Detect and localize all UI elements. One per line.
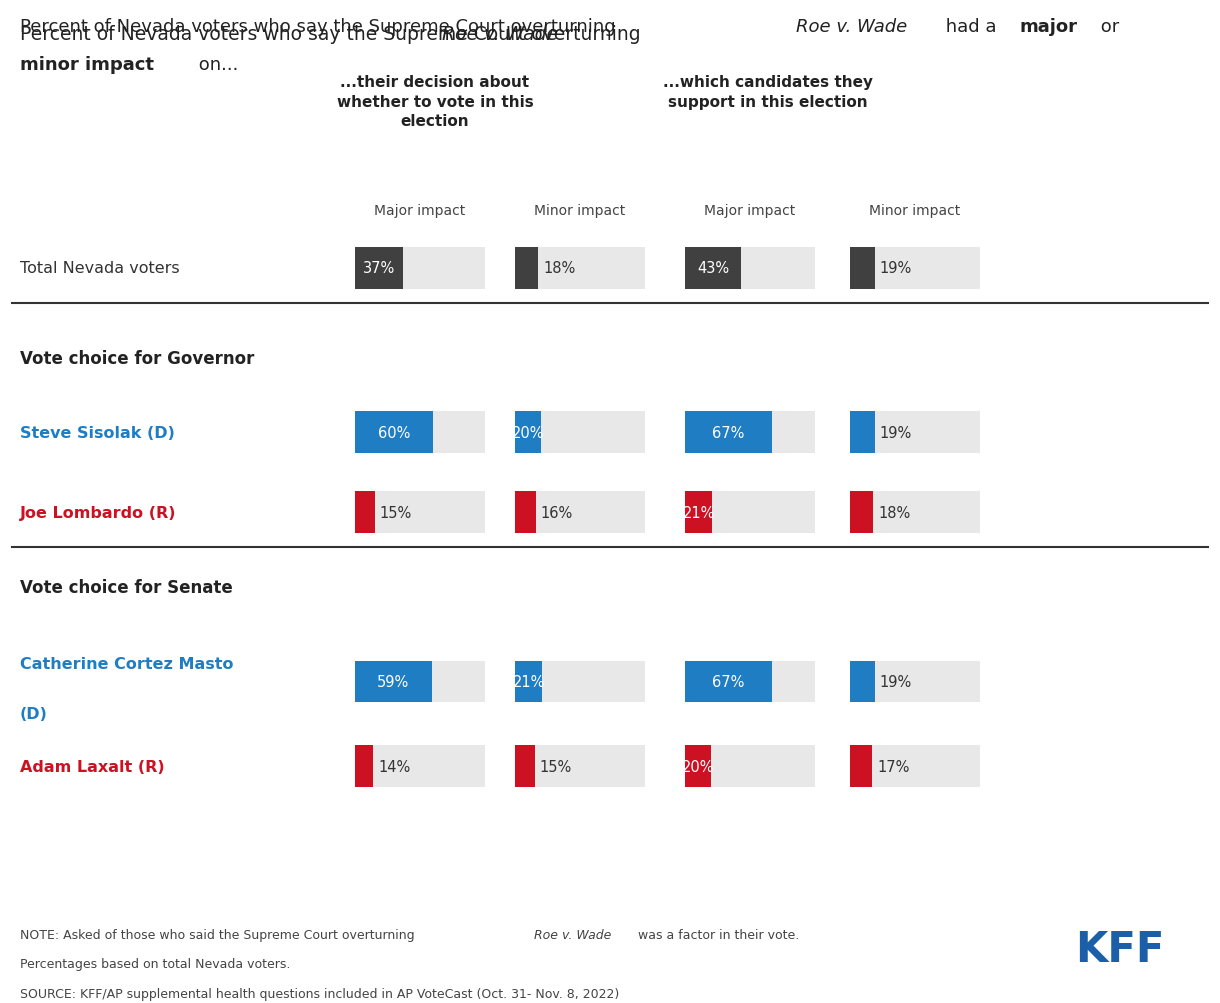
FancyBboxPatch shape	[684, 661, 815, 703]
Text: 37%: 37%	[362, 261, 395, 276]
Text: on...: on...	[193, 56, 238, 73]
FancyBboxPatch shape	[850, 248, 875, 290]
FancyBboxPatch shape	[355, 745, 486, 787]
Text: Vote choice for Senate: Vote choice for Senate	[20, 578, 233, 596]
FancyBboxPatch shape	[684, 412, 772, 453]
Text: 19%: 19%	[880, 674, 913, 689]
FancyBboxPatch shape	[355, 412, 486, 453]
Text: Percentages based on total Nevada voters.: Percentages based on total Nevada voters…	[20, 958, 290, 971]
FancyBboxPatch shape	[684, 661, 772, 703]
FancyBboxPatch shape	[850, 745, 980, 787]
FancyBboxPatch shape	[515, 491, 645, 534]
Text: Percent of Nevada voters who say the Supreme Court overturning: Percent of Nevada voters who say the Sup…	[20, 18, 621, 36]
FancyBboxPatch shape	[850, 412, 875, 453]
Text: Steve Sisolak (D): Steve Sisolak (D)	[20, 425, 174, 440]
Text: Major impact: Major impact	[704, 204, 795, 218]
FancyBboxPatch shape	[684, 491, 712, 534]
FancyBboxPatch shape	[850, 745, 872, 787]
Text: 67%: 67%	[712, 425, 744, 440]
FancyBboxPatch shape	[850, 248, 980, 290]
FancyBboxPatch shape	[515, 248, 645, 290]
FancyBboxPatch shape	[355, 248, 486, 290]
Text: ...their decision about
whether to vote in this
election: ...their decision about whether to vote …	[337, 74, 533, 129]
FancyBboxPatch shape	[515, 248, 538, 290]
FancyBboxPatch shape	[355, 745, 373, 787]
FancyBboxPatch shape	[355, 661, 486, 703]
FancyBboxPatch shape	[684, 248, 815, 290]
Text: Vote choice for Governor: Vote choice for Governor	[20, 349, 255, 367]
Text: was a factor in their vote.: was a factor in their vote.	[634, 928, 799, 941]
Text: 15%: 15%	[539, 759, 572, 774]
FancyBboxPatch shape	[684, 745, 815, 787]
Text: 18%: 18%	[543, 261, 576, 276]
Text: (D): (D)	[20, 707, 48, 721]
Text: minor impact: minor impact	[20, 56, 154, 73]
Text: 16%: 16%	[540, 506, 573, 520]
Text: Roe v. Wade: Roe v. Wade	[534, 928, 611, 941]
Text: Roe v. Wade: Roe v. Wade	[795, 18, 908, 36]
Text: Adam Laxalt (R): Adam Laxalt (R)	[20, 759, 165, 774]
Text: Roe v. Wade: Roe v. Wade	[442, 25, 559, 44]
Text: 20%: 20%	[511, 425, 544, 440]
FancyBboxPatch shape	[355, 248, 403, 290]
Text: 20%: 20%	[682, 759, 714, 774]
FancyBboxPatch shape	[355, 491, 486, 534]
FancyBboxPatch shape	[515, 491, 536, 534]
FancyBboxPatch shape	[355, 491, 375, 534]
Text: 67%: 67%	[712, 674, 744, 689]
Text: 19%: 19%	[880, 261, 913, 276]
Text: Percent of Nevada voters who say the Supreme Court overturning: Percent of Nevada voters who say the Sup…	[20, 25, 647, 44]
Text: 59%: 59%	[377, 674, 410, 689]
Text: SOURCE: KFF/AP supplemental health questions included in AP VoteCast (Oct. 31- N: SOURCE: KFF/AP supplemental health quest…	[20, 987, 620, 1000]
Text: Minor impact: Minor impact	[534, 204, 626, 218]
Text: KFF: KFF	[1075, 929, 1165, 971]
FancyBboxPatch shape	[515, 661, 645, 703]
Text: 60%: 60%	[378, 425, 410, 440]
FancyBboxPatch shape	[355, 661, 432, 703]
Text: 21%: 21%	[512, 674, 545, 689]
Text: 14%: 14%	[378, 759, 410, 774]
Text: 21%: 21%	[682, 506, 715, 520]
Text: NOTE: Asked of those who said the Supreme Court overturning: NOTE: Asked of those who said the Suprem…	[20, 928, 418, 941]
FancyBboxPatch shape	[684, 491, 815, 534]
Text: major: major	[1020, 18, 1077, 36]
FancyBboxPatch shape	[515, 412, 540, 453]
Text: Minor impact: Minor impact	[870, 204, 960, 218]
Text: Total Nevada voters: Total Nevada voters	[20, 261, 179, 276]
FancyBboxPatch shape	[850, 661, 980, 703]
Text: Catherine Cortez Masto: Catherine Cortez Masto	[20, 657, 233, 672]
Text: 19%: 19%	[880, 425, 913, 440]
Text: or: or	[1094, 18, 1119, 36]
FancyBboxPatch shape	[850, 661, 875, 703]
Text: ...which candidates they
support in this election: ...which candidates they support in this…	[662, 74, 872, 109]
FancyBboxPatch shape	[515, 412, 645, 453]
FancyBboxPatch shape	[850, 412, 980, 453]
Text: 15%: 15%	[379, 506, 412, 520]
Text: 43%: 43%	[697, 261, 730, 276]
FancyBboxPatch shape	[684, 412, 815, 453]
FancyBboxPatch shape	[850, 491, 980, 534]
FancyBboxPatch shape	[355, 412, 433, 453]
Text: Major impact: Major impact	[375, 204, 466, 218]
Text: 18%: 18%	[878, 506, 910, 520]
Text: 17%: 17%	[877, 759, 909, 774]
FancyBboxPatch shape	[684, 248, 741, 290]
FancyBboxPatch shape	[684, 745, 711, 787]
FancyBboxPatch shape	[515, 661, 543, 703]
FancyBboxPatch shape	[515, 745, 534, 787]
FancyBboxPatch shape	[850, 491, 874, 534]
Text: Joe Lombardo (R): Joe Lombardo (R)	[20, 506, 177, 520]
FancyBboxPatch shape	[515, 745, 645, 787]
Text: had a: had a	[939, 18, 1002, 36]
